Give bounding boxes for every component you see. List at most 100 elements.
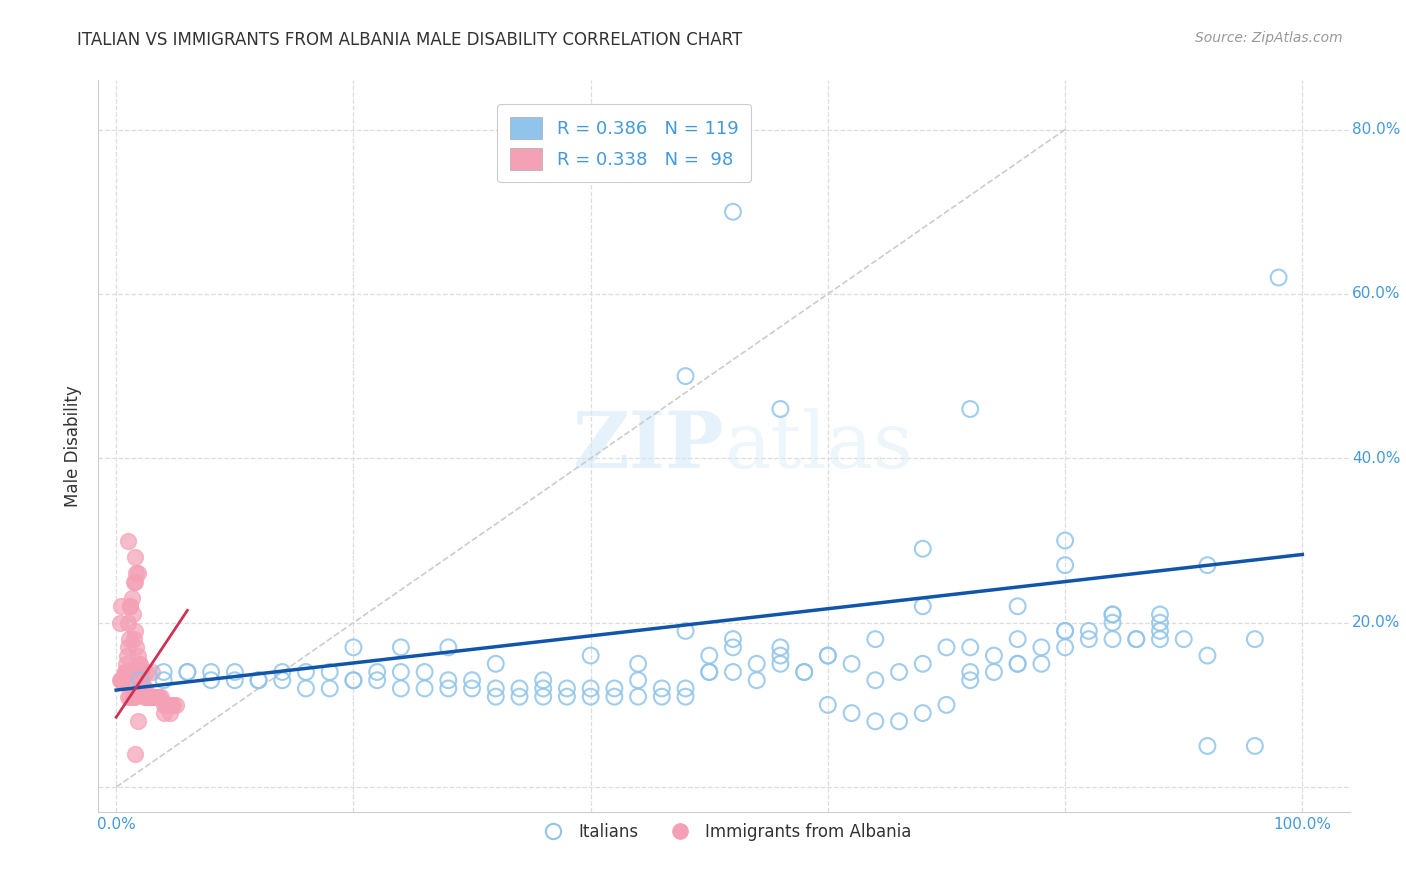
Point <box>437 673 460 688</box>
Point <box>247 673 270 688</box>
Point <box>745 657 768 671</box>
Point <box>115 648 138 663</box>
Point <box>911 599 934 614</box>
Point <box>342 673 364 688</box>
Point <box>319 681 342 696</box>
Point <box>1125 632 1147 647</box>
Point <box>627 673 650 688</box>
Point <box>141 665 163 679</box>
Point <box>120 599 142 614</box>
Point <box>769 640 792 655</box>
Point <box>1125 632 1147 647</box>
Point <box>224 665 246 679</box>
Point <box>135 690 157 704</box>
Point <box>115 665 138 679</box>
Point <box>461 681 484 696</box>
Point <box>111 673 134 688</box>
Point <box>793 665 815 679</box>
Point <box>1054 624 1077 638</box>
Point <box>122 632 145 647</box>
Point <box>983 648 1005 663</box>
Point <box>118 632 141 647</box>
Point <box>135 665 157 679</box>
Point <box>224 673 246 688</box>
Point <box>271 673 294 688</box>
Point <box>1149 632 1171 647</box>
Point <box>817 648 839 663</box>
Point <box>887 665 910 679</box>
Point <box>120 665 142 679</box>
Point <box>675 369 697 384</box>
Point <box>114 665 136 679</box>
Point <box>413 665 436 679</box>
Point <box>121 690 143 704</box>
Point <box>1173 632 1195 647</box>
Point <box>697 665 720 679</box>
Point <box>769 657 792 671</box>
Point <box>1149 615 1171 630</box>
Point <box>721 640 744 655</box>
Point <box>159 706 181 720</box>
Point <box>865 632 887 647</box>
Point <box>1077 624 1099 638</box>
Point <box>114 665 136 679</box>
Point <box>366 673 388 688</box>
Point <box>1007 657 1029 671</box>
Point <box>150 690 173 704</box>
Point <box>148 690 170 704</box>
Point <box>129 665 152 679</box>
Point <box>114 657 136 671</box>
Point <box>162 698 184 712</box>
Point <box>959 640 981 655</box>
Point <box>110 673 132 688</box>
Point <box>627 657 650 671</box>
Point <box>127 566 149 581</box>
Point <box>127 665 149 679</box>
Point <box>145 690 167 704</box>
Point <box>136 690 159 704</box>
Point <box>139 690 162 704</box>
Point <box>319 665 342 679</box>
Point <box>1054 558 1077 573</box>
Point <box>817 648 839 663</box>
Point <box>675 624 697 638</box>
Point <box>1197 648 1219 663</box>
Point <box>127 681 149 696</box>
Point <box>1054 533 1077 548</box>
Point <box>935 698 957 712</box>
Point <box>1031 657 1053 671</box>
Point <box>295 681 318 696</box>
Point <box>342 640 364 655</box>
Point <box>108 615 131 630</box>
Point <box>555 681 578 696</box>
Point <box>579 690 602 704</box>
Point <box>959 673 981 688</box>
Point <box>531 690 554 704</box>
Point <box>157 698 180 712</box>
Point <box>138 690 160 704</box>
Point <box>152 698 174 712</box>
Point <box>131 681 153 696</box>
Point <box>389 640 412 655</box>
Point <box>110 673 132 688</box>
Text: Source: ZipAtlas.com: Source: ZipAtlas.com <box>1195 31 1343 45</box>
Point <box>114 665 136 679</box>
Point <box>697 648 720 663</box>
Point <box>721 204 744 219</box>
Point <box>959 402 981 417</box>
Point <box>675 690 697 704</box>
Point <box>1149 624 1171 638</box>
Point <box>152 665 174 679</box>
Point <box>122 574 145 589</box>
Point <box>485 681 508 696</box>
Point <box>165 698 187 712</box>
Point <box>129 681 152 696</box>
Point <box>1197 739 1219 753</box>
Point <box>721 665 744 679</box>
Point <box>129 673 152 688</box>
Point <box>127 648 149 663</box>
Point <box>651 681 673 696</box>
Point <box>1101 632 1123 647</box>
Point <box>1031 640 1053 655</box>
Point <box>120 690 142 704</box>
